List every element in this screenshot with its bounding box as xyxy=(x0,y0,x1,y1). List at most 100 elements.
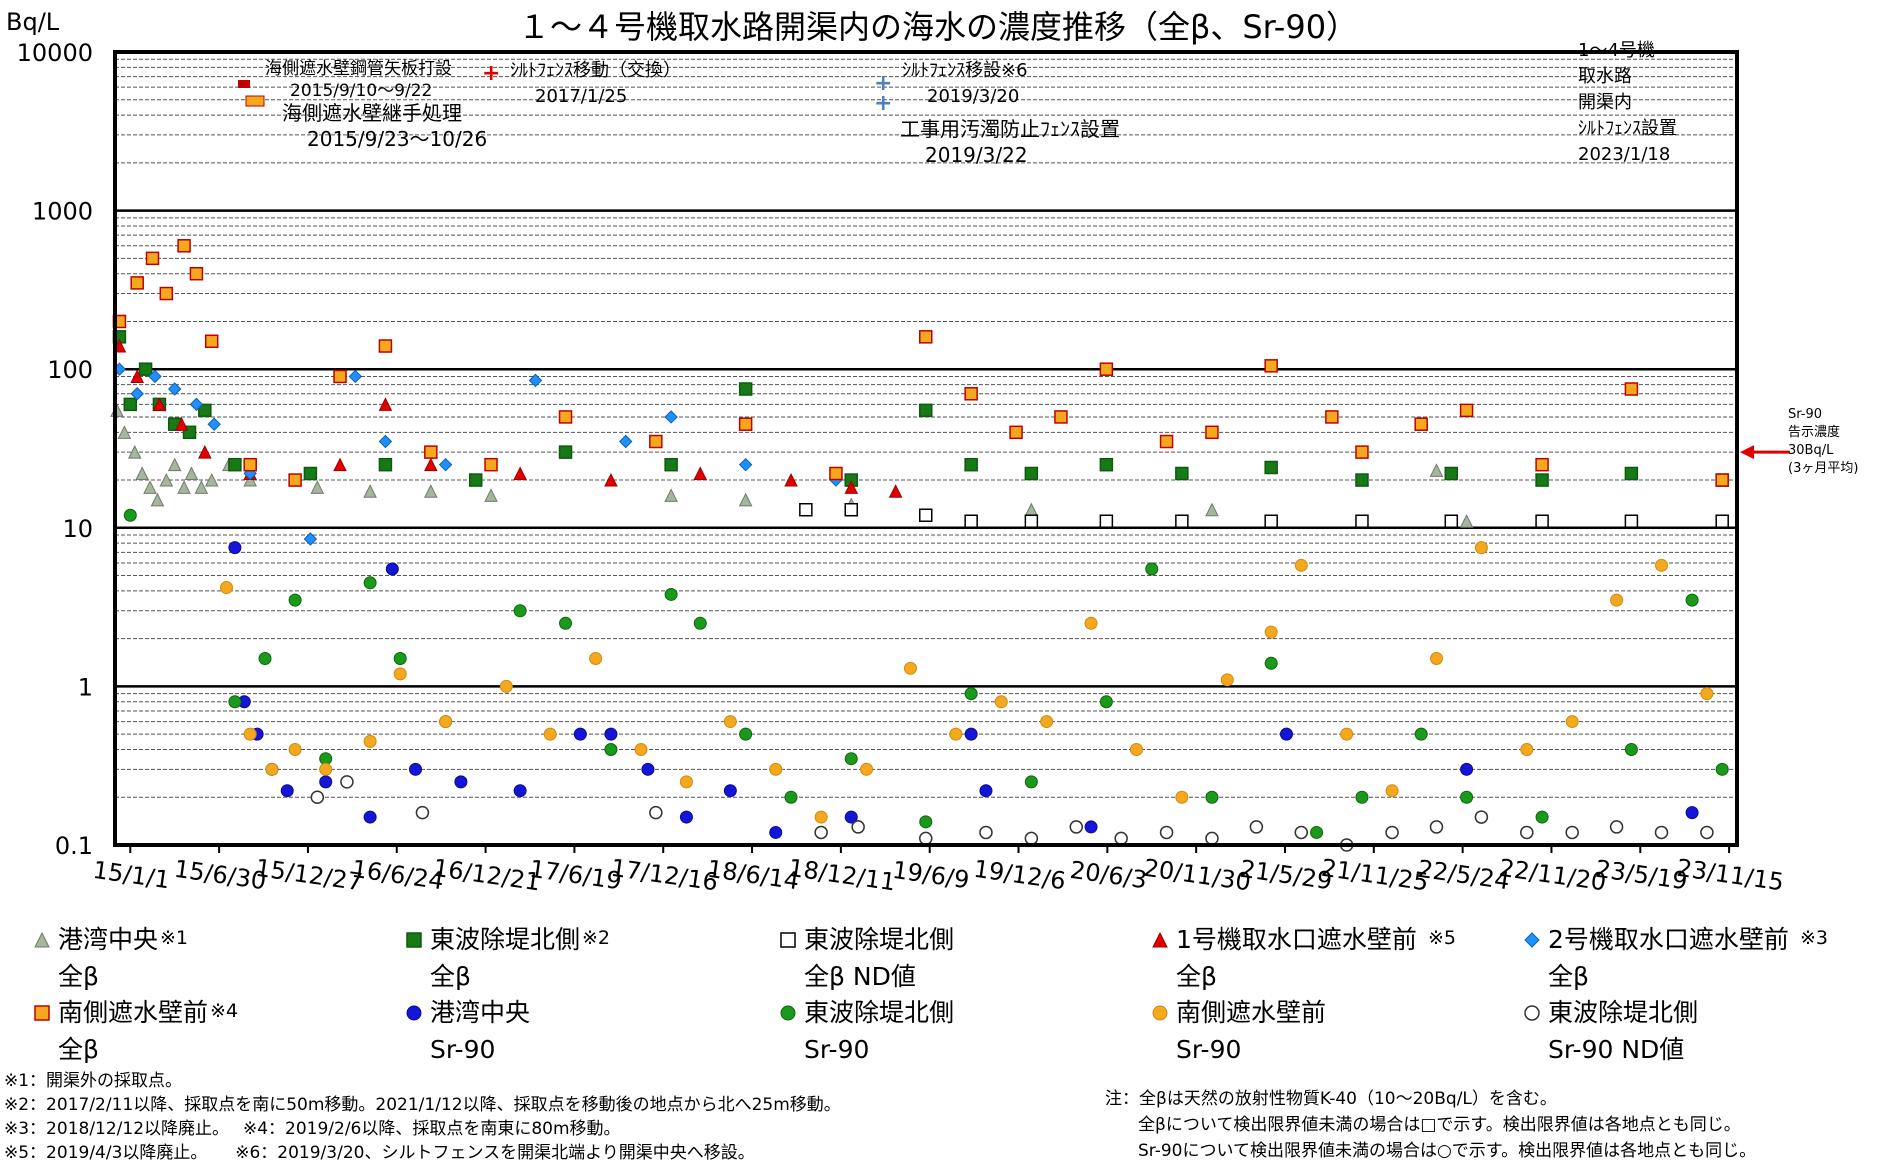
reference-annotation: Sr-90 告示濃度 30Bq/L (3ヶ月平均) xyxy=(1740,407,1858,476)
data-point xyxy=(513,466,527,480)
note-2: 全βについて検出限界値未満の場合は□で示す。検出限界値は各地点とも同じ。 xyxy=(1138,1115,1741,1135)
data-point xyxy=(265,762,279,776)
data-point xyxy=(484,457,498,472)
footnotes-right: 注：全βは天然の放射性物質K-40（10～20Bq/L）を含む。 全βについて検… xyxy=(1105,1089,1756,1161)
event-marker xyxy=(238,80,250,88)
data-point xyxy=(1654,825,1669,840)
data-point xyxy=(424,484,438,498)
data-point xyxy=(919,815,933,829)
data-point xyxy=(844,502,858,517)
data-point xyxy=(198,445,212,459)
event-text: 工事用汚濁防止ﾌｪﾝｽ設置 xyxy=(900,117,1120,141)
data-point xyxy=(130,369,145,383)
legend-marker xyxy=(34,931,50,948)
data-point xyxy=(1024,775,1038,789)
reference-text: (3ヶ月平均) xyxy=(1788,461,1858,476)
data-point xyxy=(1385,825,1399,840)
data-point xyxy=(738,492,753,507)
legend-item: 港湾中央 ※1 全β xyxy=(34,925,188,991)
data-point xyxy=(919,330,933,344)
event-marker: + xyxy=(874,91,892,116)
legend-label: 港湾中央 xyxy=(58,925,158,954)
event-text: 取水路 xyxy=(1578,66,1632,87)
data-point xyxy=(769,762,783,776)
data-point xyxy=(415,805,430,820)
data-point xyxy=(1624,514,1639,528)
legend-sub: Sr-90 xyxy=(430,1035,495,1064)
data-point xyxy=(528,373,543,388)
data-point xyxy=(543,727,557,741)
data-point xyxy=(829,466,843,481)
data-point xyxy=(167,457,182,472)
data-point xyxy=(1175,790,1189,804)
data-point xyxy=(1624,382,1639,396)
legend-note: ※5 xyxy=(1428,927,1456,949)
data-point xyxy=(258,651,272,665)
data-point xyxy=(484,488,498,502)
data-point xyxy=(1429,463,1444,477)
data-point xyxy=(888,484,903,498)
event-text: 2023/1/18 xyxy=(1578,144,1670,165)
event-text: 2019/3/22 xyxy=(925,143,1028,167)
data-point xyxy=(919,403,933,418)
footnote-4: ※5：2019/4/3以降廃止。 ※6：2019/3/20、シルトフェンスを開渠… xyxy=(4,1143,755,1163)
data-point xyxy=(127,445,142,459)
data-point xyxy=(723,715,737,729)
event-annotation: ｼﾙﾄﾌｪﾝｽ移動（交換） 2017/1/25 + xyxy=(482,60,681,107)
data-point xyxy=(1715,473,1729,487)
data-point xyxy=(378,397,393,411)
event-annotation: ｼﾙﾄﾌｪﾝｽ移設※6 2019/3/20 + xyxy=(874,60,1028,107)
legend-marker xyxy=(1152,931,1168,948)
data-point xyxy=(177,239,191,253)
data-point xyxy=(513,784,527,798)
data-point xyxy=(814,825,828,840)
data-point xyxy=(1054,410,1068,424)
data-point xyxy=(1220,673,1234,687)
data-point xyxy=(454,775,468,789)
data-point xyxy=(1685,806,1699,820)
data-point xyxy=(1175,466,1189,481)
data-point xyxy=(303,466,318,481)
y-tick-label: 1 xyxy=(78,673,93,701)
data-point xyxy=(159,286,174,301)
y-tick-label: 1000 xyxy=(32,198,93,226)
data-point xyxy=(499,679,513,693)
data-point xyxy=(288,593,302,607)
data-point xyxy=(130,276,144,290)
data-point xyxy=(738,382,753,396)
legend-label: 南側遮水壁前 xyxy=(1176,998,1326,1027)
data-point xyxy=(1429,820,1444,834)
data-point xyxy=(723,784,737,798)
data-point xyxy=(319,775,333,789)
data-point xyxy=(558,410,573,424)
data-point xyxy=(664,457,678,472)
data-point xyxy=(1624,743,1638,757)
data-point xyxy=(363,734,377,748)
data-point xyxy=(1024,466,1039,481)
legend-sub: 全β xyxy=(1176,962,1217,991)
data-point xyxy=(1340,727,1354,741)
legend-sub: Sr-90 xyxy=(804,1035,869,1064)
data-point xyxy=(693,616,707,630)
y-tick-label: 10000 xyxy=(17,39,93,67)
legend-sub: Sr-90 xyxy=(1176,1035,1241,1064)
legend-sub: 全β xyxy=(58,1035,99,1064)
data-point xyxy=(1535,810,1549,824)
footnote-3: ※3：2018/12/12以降廃止。 ※4：2019/2/6以降、採取点を南東に… xyxy=(4,1119,621,1139)
legend-label: 2号機取水口遮水壁前 xyxy=(1548,925,1789,954)
data-point xyxy=(604,743,618,757)
data-point xyxy=(844,810,858,824)
legend-marker xyxy=(1524,1005,1540,1021)
data-point xyxy=(143,480,157,494)
legend-sub: Sr-90 ND値 xyxy=(1548,1035,1684,1064)
data-point xyxy=(1159,825,1174,840)
data-point xyxy=(310,790,325,805)
legend-note: ※2 xyxy=(582,927,610,949)
data-point xyxy=(204,472,219,487)
event-text: ｼﾙﾄﾌｪﾝｽ移動（交換） xyxy=(510,60,681,81)
data-point xyxy=(123,508,137,522)
data-point xyxy=(1205,425,1219,440)
data-point xyxy=(1700,687,1714,701)
